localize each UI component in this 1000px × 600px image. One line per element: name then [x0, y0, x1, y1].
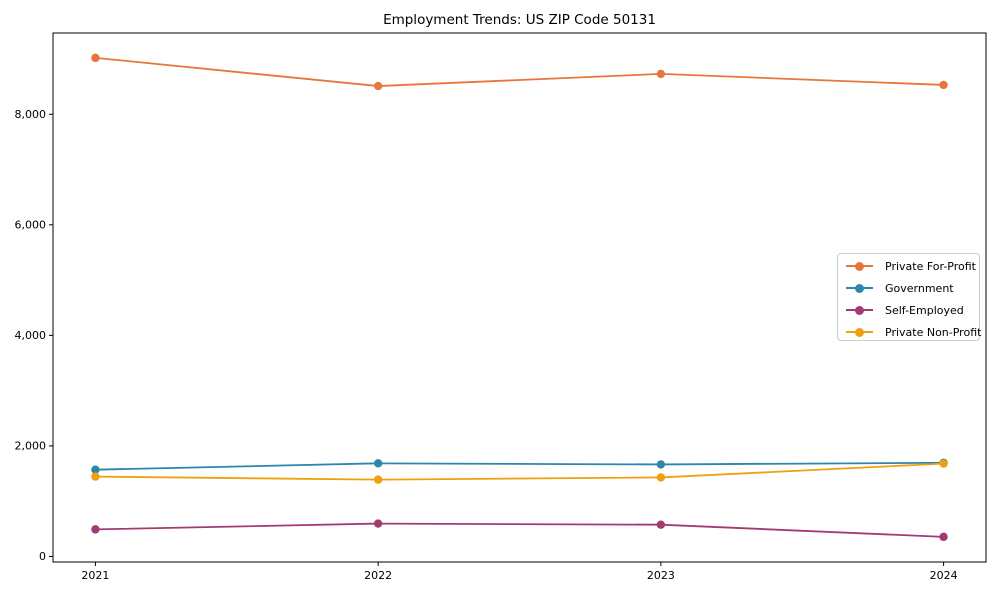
- data-point: [373, 475, 383, 484]
- data-point: [656, 69, 666, 79]
- plot-frame: [52, 32, 987, 563]
- legend: Private For-Profit Government Self-Employe…: [837, 253, 982, 343]
- legend-line-marker-icon: [846, 283, 873, 293]
- legend-label: Private For-Profit: [885, 259, 976, 273]
- data-point: [373, 519, 383, 528]
- legend-line-marker-icon: [846, 261, 873, 271]
- data-point: [373, 81, 383, 91]
- legend-item-government: Government: [838, 277, 979, 299]
- chart-title: Employment Trends: US ZIP Code 50131: [383, 12, 656, 28]
- x-tick-label: 2021: [81, 569, 109, 582]
- y-axis: 0 2,000 4,000 6,000 8,000: [15, 108, 53, 563]
- x-tick-label: 2023: [647, 569, 675, 582]
- series-private-for-profit: [91, 53, 948, 91]
- y-tick-label: 8,000: [15, 108, 47, 121]
- legend-item-private-non-profit: Private Non-Profit: [838, 321, 982, 343]
- series-government: [91, 458, 948, 474]
- legend-line-marker-icon: [846, 327, 873, 337]
- data-point: [373, 459, 383, 468]
- series-line: [95, 56, 944, 87]
- data-point: [939, 80, 948, 90]
- legend-item-private-for-profit: Private For-Profit: [838, 255, 979, 277]
- legend-item-self-employed: Self-Employed: [838, 299, 979, 321]
- data-point: [91, 525, 100, 534]
- y-tick-label: 6,000: [15, 218, 47, 231]
- series-group: [91, 53, 948, 542]
- data-point: [656, 520, 666, 529]
- y-tick-label: 2,000: [15, 439, 47, 452]
- series-self-employed: [91, 519, 948, 542]
- legend-label: Government: [885, 281, 954, 295]
- plot-border: [52, 32, 987, 563]
- data-point: [939, 459, 948, 468]
- x-tick-label: 2024: [930, 569, 958, 582]
- series-line: [95, 522, 944, 538]
- series-private-non-profit: [91, 459, 948, 484]
- x-tick-label: 2022: [364, 569, 392, 582]
- data-point: [656, 473, 666, 482]
- data-point: [656, 460, 666, 469]
- series-line: [95, 462, 944, 481]
- y-tick-label: 4,000: [15, 329, 47, 342]
- legend-line-marker-icon: [846, 305, 873, 315]
- data-point: [91, 465, 100, 474]
- legend-label: Self-Employed: [885, 303, 964, 317]
- x-axis: 2021 2022 2023 2024: [81, 562, 958, 582]
- data-point: [91, 53, 100, 63]
- data-point: [939, 532, 948, 542]
- series-line: [95, 461, 944, 471]
- y-tick-label: 0: [39, 550, 46, 563]
- legend-label: Private Non-Profit: [885, 325, 982, 339]
- data-point: [91, 472, 100, 481]
